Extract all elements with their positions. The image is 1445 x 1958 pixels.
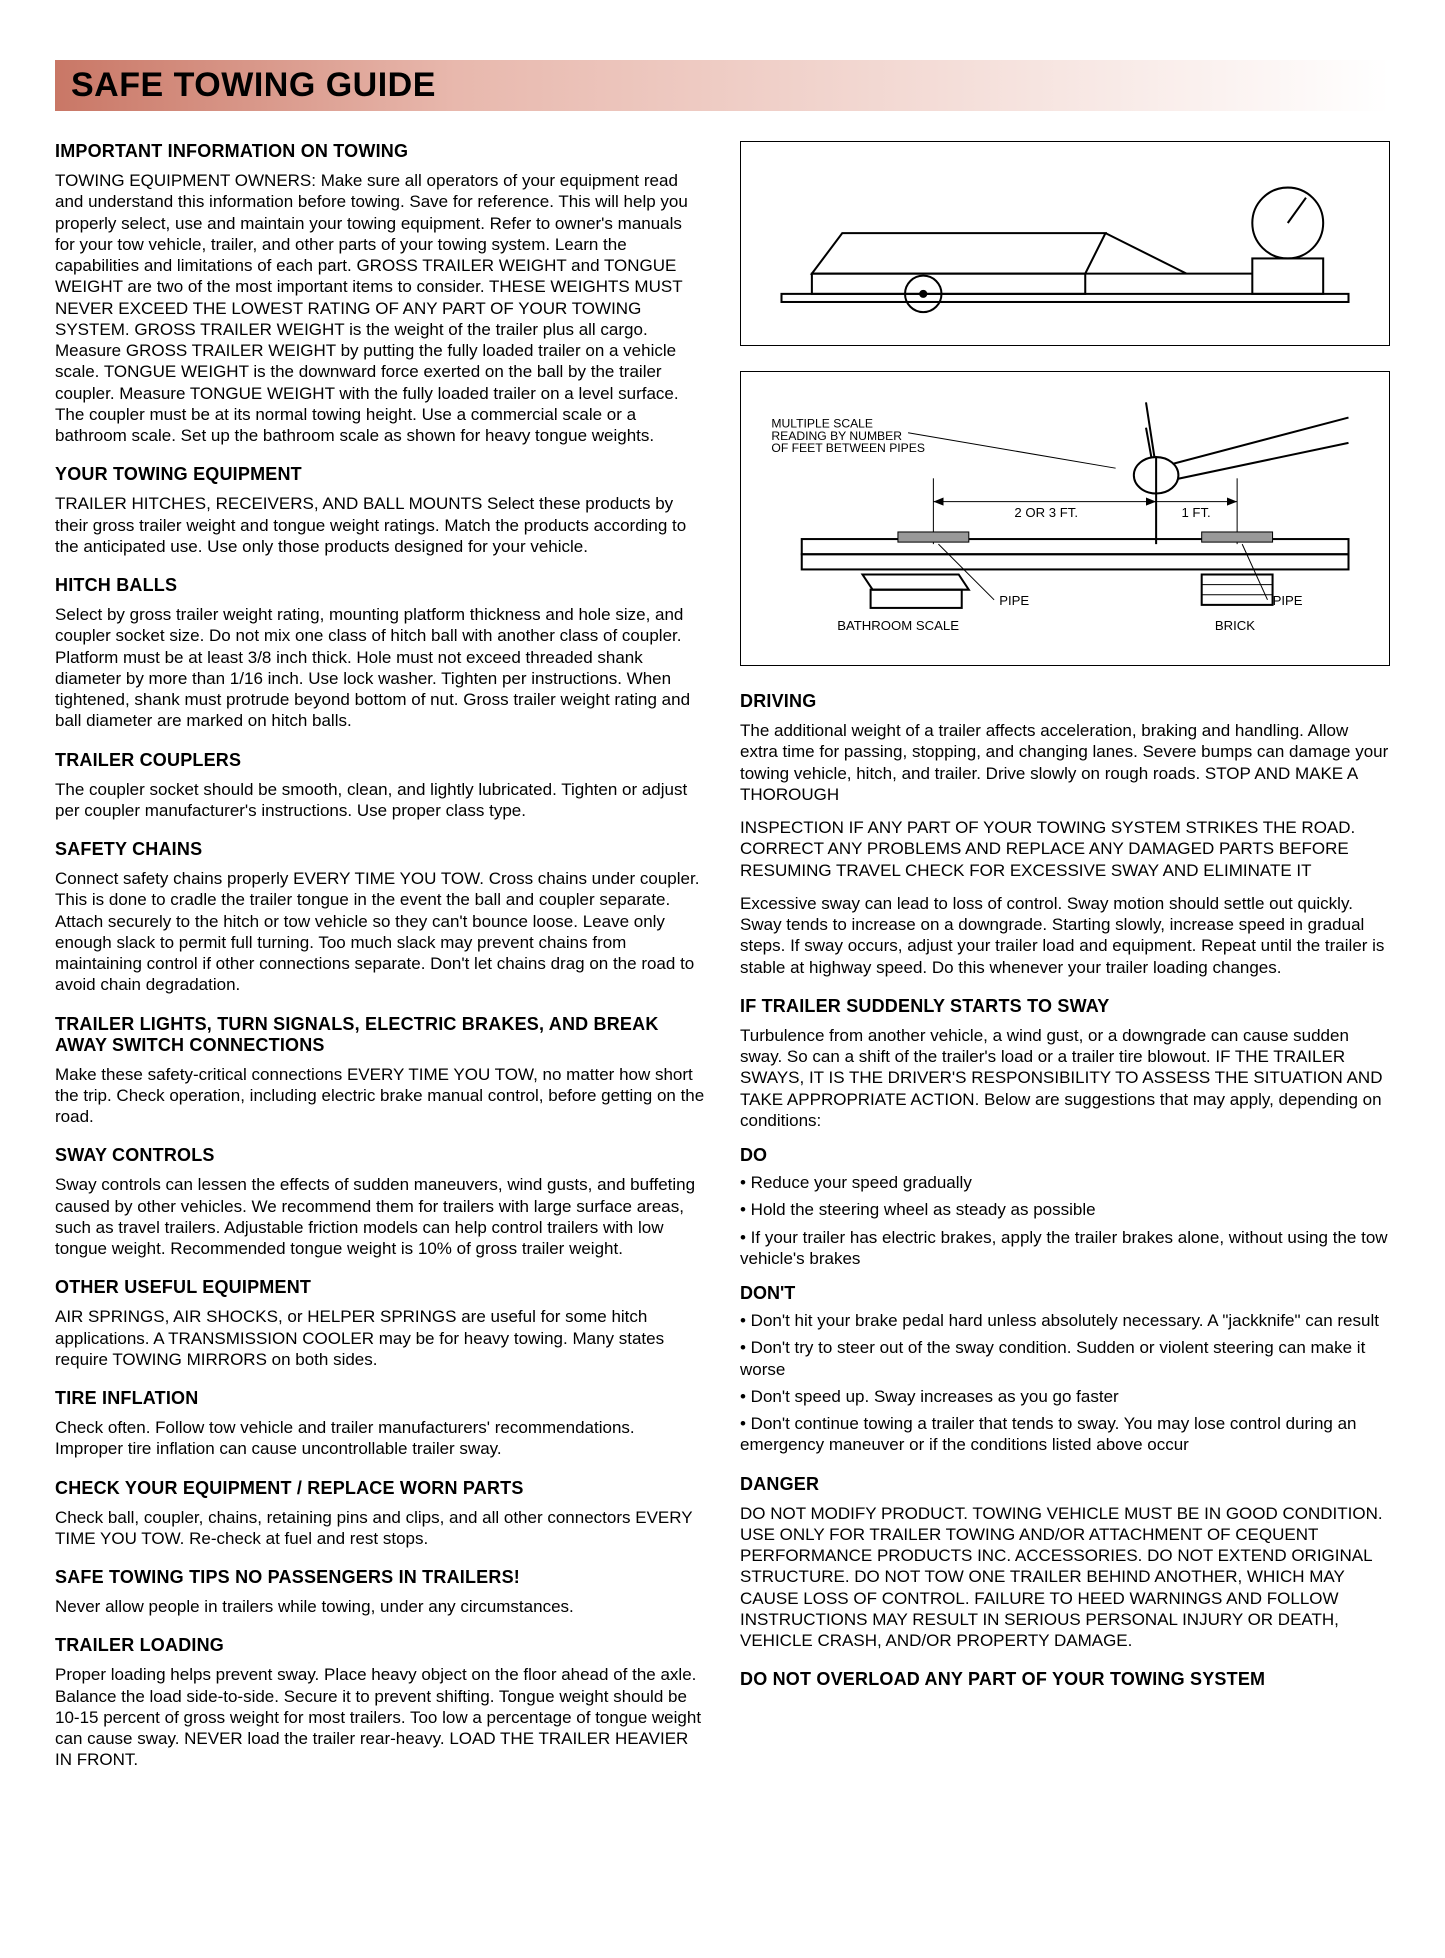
para-hitchballs: Select by gross trailer weight rating, m…	[55, 604, 705, 732]
heading-chains: SAFETY CHAINS	[55, 839, 705, 860]
heading-driving: DRIVING	[740, 691, 1390, 712]
heading-loading: TRAILER LOADING	[55, 1635, 705, 1656]
diagram-scale-top: MULTIPLE SCALEREADING BY NUMBEROF FEET B…	[740, 371, 1390, 667]
para-lights: Make these safety-critical connections E…	[55, 1064, 705, 1128]
do-item-1: • Reduce your speed gradually	[740, 1172, 1390, 1193]
heading-couplers: TRAILER COUPLERS	[55, 750, 705, 771]
diagram-scale-side	[740, 141, 1390, 346]
para-other: AIR SPRINGS, AIR SHOCKS, or HELPER SPRIN…	[55, 1306, 705, 1370]
label-dist2: 1 FT.	[1181, 504, 1210, 519]
heading-do: DO	[740, 1145, 1390, 1166]
title-bar: SAFE TOWING GUIDE	[55, 60, 1390, 111]
heading-important: IMPORTANT INFORMATION ON TOWING	[55, 141, 705, 162]
heading-check: CHECK YOUR EQUIPMENT / REPLACE WORN PART…	[55, 1478, 705, 1499]
label-brick: BRICK	[1215, 618, 1255, 633]
para-check: Check ball, coupler, chains, retaining p…	[55, 1507, 705, 1550]
para-driving2: INSPECTION IF ANY PART OF YOUR TOWING SY…	[740, 817, 1390, 881]
label-multiple: MULTIPLE SCALEREADING BY NUMBEROF FEET B…	[771, 416, 925, 454]
para-chains: Connect safety chains properly EVERY TIM…	[55, 868, 705, 996]
heading-danger: DANGER	[740, 1474, 1390, 1495]
para-sudden: Turbulence from another vehicle, a wind …	[740, 1025, 1390, 1131]
content-columns: IMPORTANT INFORMATION ON TOWING TOWING E…	[55, 141, 1390, 1777]
para-couplers: The coupler socket should be smooth, cle…	[55, 779, 705, 822]
heading-overload: DO NOT OVERLOAD ANY PART OF YOUR TOWING …	[740, 1669, 1390, 1690]
para-equipment: TRAILER HITCHES, RECEIVERS, AND BALL MOU…	[55, 493, 705, 557]
para-tips: Never allow people in trailers while tow…	[55, 1596, 705, 1617]
dont-item-2: • Don't try to steer out of the sway con…	[740, 1337, 1390, 1380]
para-danger: DO NOT MODIFY PRODUCT. TOWING VEHICLE MU…	[740, 1503, 1390, 1652]
para-sway: Sway controls can lessen the effects of …	[55, 1174, 705, 1259]
heading-sudden: IF TRAILER SUDDENLY STARTS TO SWAY	[740, 996, 1390, 1017]
left-column: IMPORTANT INFORMATION ON TOWING TOWING E…	[55, 141, 705, 1777]
dont-item-1: • Don't hit your brake pedal hard unless…	[740, 1310, 1390, 1331]
dont-item-4: • Don't continue towing a trailer that t…	[740, 1413, 1390, 1456]
para-driving3: Excessive sway can lead to loss of contr…	[740, 893, 1390, 978]
do-item-3: • If your trailer has electric brakes, a…	[740, 1227, 1390, 1270]
label-pipe1: PIPE	[999, 592, 1029, 607]
para-driving1: The additional weight of a trailer affec…	[740, 720, 1390, 805]
label-dist1: 2 OR 3 FT.	[1014, 504, 1078, 519]
dont-item-3: • Don't speed up. Sway increases as you …	[740, 1386, 1390, 1407]
heading-sway: SWAY CONTROLS	[55, 1145, 705, 1166]
heading-equipment: YOUR TOWING EQUIPMENT	[55, 464, 705, 485]
heading-other: OTHER USEFUL EQUIPMENT	[55, 1277, 705, 1298]
heading-dont: DON'T	[740, 1283, 1390, 1304]
heading-hitchballs: HITCH BALLS	[55, 575, 705, 596]
label-scale: BATHROOM SCALE	[837, 618, 959, 633]
heading-tire: TIRE INFLATION	[55, 1388, 705, 1409]
para-loading: Proper loading helps prevent sway. Place…	[55, 1664, 705, 1770]
page-title: SAFE TOWING GUIDE	[71, 66, 1374, 105]
do-item-2: • Hold the steering wheel as steady as p…	[740, 1199, 1390, 1220]
label-pipe2: PIPE	[1273, 592, 1303, 607]
heading-tips: SAFE TOWING TIPS NO PASSENGERS IN TRAILE…	[55, 1567, 705, 1588]
para-important: TOWING EQUIPMENT OWNERS: Make sure all o…	[55, 170, 705, 446]
heading-lights: TRAILER LIGHTS, TURN SIGNALS, ELECTRIC B…	[55, 1014, 705, 1056]
para-tire: Check often. Follow tow vehicle and trai…	[55, 1417, 705, 1460]
right-column: MULTIPLE SCALEREADING BY NUMBEROF FEET B…	[740, 141, 1390, 1777]
